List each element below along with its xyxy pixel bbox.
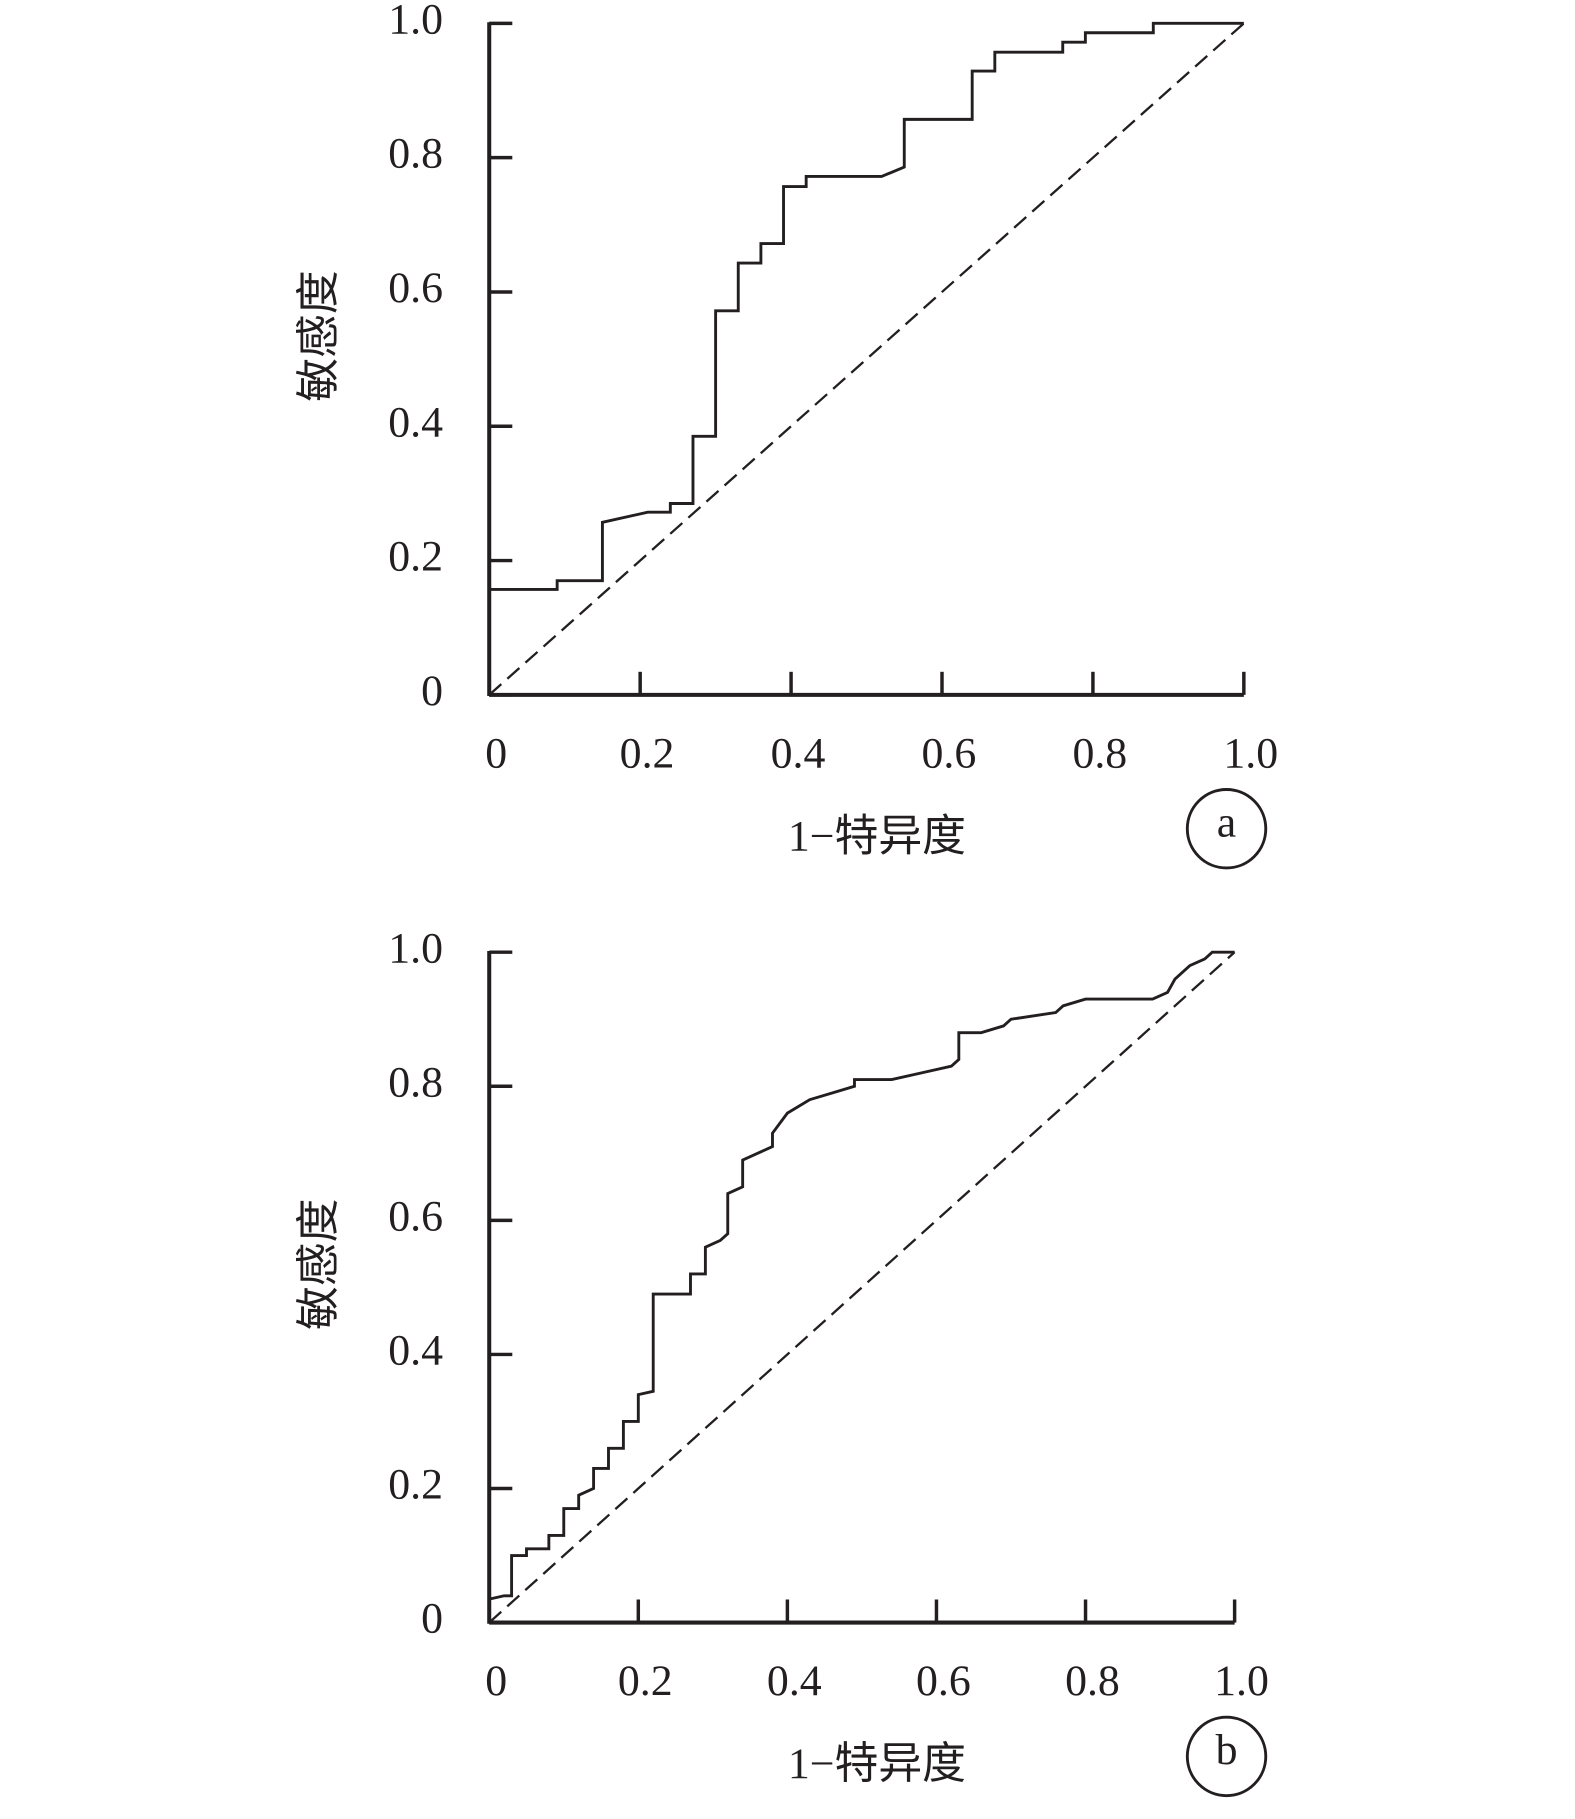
panel-label-circle [1185,788,1268,870]
x-tick-label: 0.4 [771,729,826,777]
x-tick-label: 0 [485,729,507,777]
roc-curve [489,21,1244,591]
x-tick-label: 0.8 [1065,1657,1120,1705]
x-tick-label: 0 [485,1657,507,1705]
reference-line [488,22,1245,696]
y-tick-label: 0.2 [388,533,443,581]
y-tick-label: 0 [421,1595,443,1643]
x-tick-label: 0.6 [922,729,977,777]
x-tick-label: 0.8 [1072,729,1127,777]
x-tick-label: 0.2 [618,1657,673,1705]
panel-label-circle [1185,1715,1268,1798]
y-axis-title: 敏感度 [295,1199,343,1330]
x-tick-label: 0.2 [620,729,675,777]
panel-label: a [1217,798,1236,846]
y-tick-label: 1.0 [388,924,443,972]
y-tick-label: 0.4 [388,398,443,446]
y-tick-label: 1.0 [388,0,443,43]
y-tick-label: 0.6 [388,264,443,312]
y-tick-label: 0.8 [388,1058,443,1106]
x-tick-label: 1.0 [1214,1657,1269,1705]
y-tick-label: 0.6 [388,1192,443,1240]
x-tick-label: 1.0 [1223,729,1278,777]
panel-label: b [1216,1726,1238,1774]
x-axis-title: 1−特异度 [788,812,966,860]
y-tick-label: 0.8 [388,130,443,178]
x-tick-label: 0.6 [916,1657,971,1705]
x-tick-label: 0.4 [767,1657,822,1705]
y-tick-label: 0 [421,667,443,715]
y-axis-title: 敏感度 [295,270,343,401]
roc-curve [488,950,1235,1601]
x-axis-title: 1−特异度 [788,1740,966,1788]
reference-line [488,951,1236,1624]
y-tick-label: 0.4 [388,1326,443,1374]
y-tick-label: 0.2 [388,1461,443,1509]
